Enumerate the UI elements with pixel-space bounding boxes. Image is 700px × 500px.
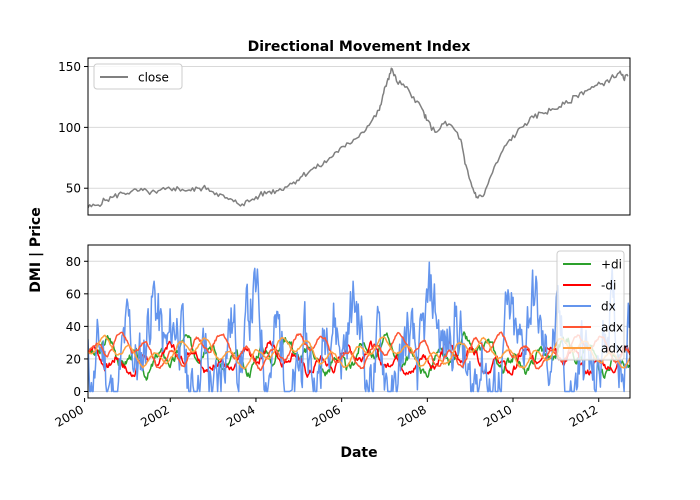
chart-title: Directional Movement Index: [248, 39, 471, 55]
series-group: [88, 67, 629, 209]
price-panel: 50 100 150 close: [58, 57, 631, 216]
y-tick-label: 100: [58, 121, 81, 135]
x-axis-label: Date: [340, 445, 377, 461]
dmi-panel: 0 20 40 60 80 2000 2002 2004 2006 2008 2010 2012 +di…: [53, 244, 631, 430]
legend-label-dx: dx: [601, 300, 616, 314]
x-tick-label: 2000: [53, 402, 86, 429]
y-tick-label: 60: [66, 287, 81, 301]
x-tick-label: 2002: [138, 402, 171, 429]
y-tick-label: 150: [58, 60, 81, 74]
y-axis-label: DMI | Price: [28, 207, 44, 292]
axes-frame: [87, 57, 631, 216]
y-tick-label: 50: [66, 182, 81, 196]
legend-label-close: close: [138, 71, 169, 85]
legend-label-+di: +di: [601, 258, 622, 272]
series-line-close: [88, 67, 629, 209]
series-line-dx: [88, 261, 630, 393]
y-tick-label: 20: [66, 352, 81, 366]
legend-label-adxr: adxr: [601, 342, 628, 356]
y-tick-label: 0: [73, 385, 81, 399]
x-tick-label: 2006: [310, 402, 343, 429]
legend-frame: [93, 63, 183, 90]
axes-frame: [87, 244, 631, 399]
series-group: [88, 261, 630, 393]
x-tick-label: 2012: [567, 402, 600, 429]
series-line-adxr: [88, 334, 630, 370]
y-tick-label: 80: [66, 255, 81, 269]
series-line-adx: [88, 331, 630, 372]
y-tick-label: 40: [66, 320, 81, 334]
legend-label-adx: adx: [601, 321, 623, 335]
legend: close: [93, 63, 183, 90]
x-tick-label: 2004: [224, 402, 257, 429]
x-tick-label: 2008: [395, 402, 428, 429]
x-tick-label: 2010: [481, 402, 514, 429]
legend: +di -di dx adx adxr: [556, 250, 628, 361]
legend-label--di: -di: [601, 279, 616, 293]
